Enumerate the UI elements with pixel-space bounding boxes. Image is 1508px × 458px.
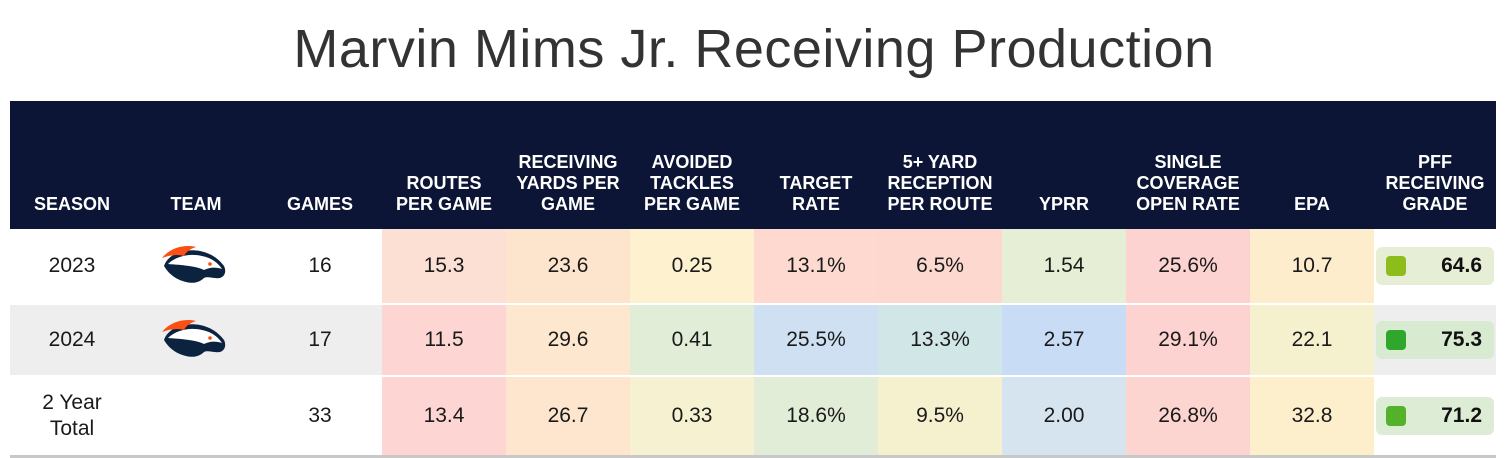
broncos-logo-icon <box>162 320 226 357</box>
header-pff-receiving-grade: PFF RECEIVING GRADE <box>1374 101 1496 229</box>
single-coverage-cell: 25.6% <box>1126 229 1250 305</box>
games-cell: 16 <box>258 229 382 305</box>
yards-cell: 26.7 <box>506 376 630 458</box>
target-rate-cell: 13.1% <box>754 229 878 305</box>
table-row: 2 Year Total 33 13.4 26.7 0.33 18.6% 9.5… <box>10 376 1496 458</box>
avoided-tackles-cell: 0.41 <box>630 304 754 377</box>
routes-cell: 11.5 <box>382 304 506 377</box>
page-title: Marvin Mims Jr. Receiving Production <box>293 19 1215 79</box>
broncos-logo-icon <box>162 246 226 283</box>
grade-badge: 64.6 <box>1376 247 1494 285</box>
yprr-cell: 2.00 <box>1002 376 1126 458</box>
grade-value: 71.2 <box>1441 404 1482 427</box>
stats-table: SEASON TEAM GAMES ROUTES PER GAME RECEIV… <box>10 101 1496 458</box>
epa-cell: 22.1 <box>1250 304 1374 377</box>
header-target-rate: TARGET RATE <box>754 101 878 229</box>
avoided-tackles-cell: 0.33 <box>630 376 754 458</box>
yards-cell: 29.6 <box>506 304 630 377</box>
table-row: 2024 17 11.5 29.6 0.41 25.5% 13.3% 2.57 … <box>10 304 1496 377</box>
target-rate-cell: 25.5% <box>754 304 878 377</box>
avoided-tackles-cell: 0.25 <box>630 229 754 305</box>
table-row: 2023 16 15.3 23.6 0.25 13.1% 6.5% 1.54 2… <box>10 229 1496 305</box>
grade-cell: 71.2 <box>1374 376 1496 458</box>
team-cell <box>134 304 258 377</box>
grade-dot-icon <box>1386 406 1406 426</box>
season-cell: 2 Year Total <box>10 376 134 458</box>
header-routes-per-game: ROUTES PER GAME <box>382 101 506 229</box>
team-cell <box>134 229 258 305</box>
header-single-coverage-open-rate: SINGLE COVERAGE OPEN RATE <box>1126 101 1250 229</box>
header-team: TEAM <box>134 101 258 229</box>
grade-cell: 75.3 <box>1374 304 1496 377</box>
header-receiving-yards-per-game: RECEIVING YARDS PER GAME <box>506 101 630 229</box>
grade-badge: 75.3 <box>1376 321 1494 359</box>
header-five-yard-reception-per-route: 5+ YARD RECEPTION PER ROUTE <box>878 101 1002 229</box>
single-coverage-cell: 26.8% <box>1126 376 1250 458</box>
header-epa: EPA <box>1250 101 1374 229</box>
grade-dot-icon <box>1386 330 1406 350</box>
yards-cell: 23.6 <box>506 229 630 305</box>
header-games: GAMES <box>258 101 382 229</box>
single-coverage-cell: 29.1% <box>1126 304 1250 377</box>
epa-cell: 10.7 <box>1250 229 1374 305</box>
yprr-cell: 1.54 <box>1002 229 1126 305</box>
routes-cell: 15.3 <box>382 229 506 305</box>
season-cell: 2023 <box>10 229 134 305</box>
grade-badge: 71.2 <box>1376 397 1494 435</box>
games-cell: 33 <box>258 376 382 458</box>
grade-value: 64.6 <box>1441 254 1482 277</box>
routes-cell: 13.4 <box>382 376 506 458</box>
header-yprr: YPRR <box>1002 101 1126 229</box>
header-season: SEASON <box>10 101 134 229</box>
grade-dot-icon <box>1386 256 1406 276</box>
grade-cell: 64.6 <box>1374 229 1496 305</box>
five-yard-cell: 6.5% <box>878 229 1002 305</box>
team-cell <box>134 376 258 458</box>
header-row: SEASON TEAM GAMES ROUTES PER GAME RECEIV… <box>10 101 1496 229</box>
five-yard-cell: 13.3% <box>878 304 1002 377</box>
yprr-cell: 2.57 <box>1002 304 1126 377</box>
games-cell: 17 <box>258 304 382 377</box>
season-cell: 2024 <box>10 304 134 377</box>
five-yard-cell: 9.5% <box>878 376 1002 458</box>
header-avoided-tackles-per-game: AVOIDED TACKLES PER GAME <box>630 101 754 229</box>
grade-value: 75.3 <box>1441 328 1482 351</box>
target-rate-cell: 18.6% <box>754 376 878 458</box>
epa-cell: 32.8 <box>1250 376 1374 458</box>
